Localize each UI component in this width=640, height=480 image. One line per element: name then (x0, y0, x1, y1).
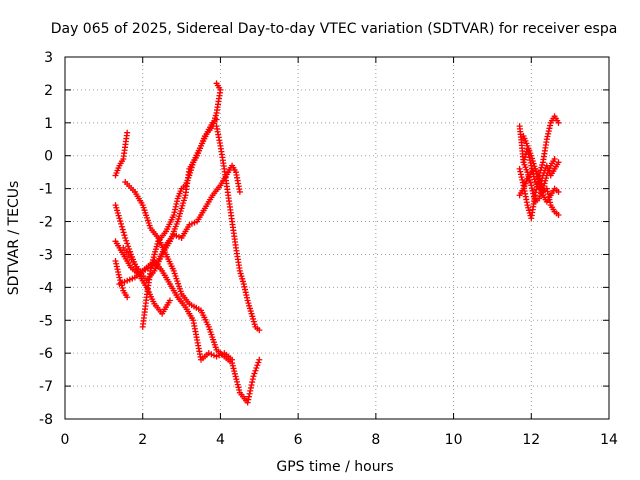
data-point-marker (122, 235, 129, 241)
data-point-marker (236, 188, 243, 195)
y-tick-label: 0 (44, 149, 53, 165)
data-series (120, 80, 224, 284)
data-series (112, 258, 131, 301)
data-point-marker (253, 364, 260, 371)
data-point-marker (254, 362, 261, 369)
data-point-marker (124, 294, 131, 301)
data-point-marker (232, 373, 239, 380)
y-tick-label: -3 (39, 247, 53, 263)
y-tick-label: 1 (44, 116, 53, 132)
data-point-marker (117, 218, 124, 225)
data-point-marker (555, 119, 562, 126)
y-axis-label: SDTVAR / TECUs (6, 181, 22, 296)
data-series (520, 146, 562, 192)
data-point-marker (250, 373, 257, 380)
data-point-marker (124, 240, 131, 247)
data-point-marker (120, 229, 127, 236)
data-point-marker (118, 220, 125, 227)
data-point-marker (213, 80, 220, 87)
data-point-marker (251, 370, 258, 377)
data-point-marker (234, 378, 241, 385)
data-point-marker (230, 365, 237, 372)
x-tick-label: 12 (522, 432, 540, 448)
data-point-marker (126, 245, 133, 252)
data-series (112, 202, 173, 317)
x-tick-label: 10 (445, 432, 463, 448)
x-axis-label: GPS time / hours (276, 459, 393, 475)
x-tick-label: 0 (61, 432, 70, 448)
data-point-marker (252, 367, 259, 374)
data-series (516, 165, 562, 218)
y-tick-label: -8 (39, 412, 53, 428)
data-point-marker (555, 159, 562, 166)
y-tick-label: 2 (44, 83, 53, 99)
data-point-marker (235, 384, 242, 391)
y-tick-label: -2 (39, 215, 53, 231)
data-point-marker (229, 356, 236, 363)
data-point-marker (124, 129, 131, 136)
data-points (112, 80, 562, 406)
y-tick-label: 3 (44, 50, 53, 66)
data-point-marker (231, 368, 238, 375)
data-point-marker (555, 211, 562, 218)
y-tick-label: -7 (39, 379, 53, 395)
data-point-marker (234, 381, 241, 388)
data-series (122, 179, 263, 406)
y-tick-label: -1 (39, 182, 53, 198)
x-tick-label: 14 (600, 432, 618, 448)
data-point-marker (166, 297, 173, 304)
data-point-marker (119, 226, 126, 233)
data-point-marker (255, 359, 262, 366)
plot-frame (64, 56, 610, 420)
data-series (112, 129, 131, 179)
y-tick-label: -4 (39, 280, 53, 296)
data-point-marker (256, 327, 263, 334)
x-tick-label: 2 (138, 432, 147, 448)
data-series (213, 123, 263, 334)
data-point-marker (551, 156, 558, 163)
y-tick-label: -5 (39, 313, 53, 329)
data-point-marker (236, 386, 243, 393)
data-point-marker (233, 376, 240, 383)
data-point-marker (231, 370, 238, 377)
x-tick-label: 4 (216, 432, 225, 448)
data-point-marker (125, 243, 132, 250)
y-tick-label: -6 (39, 346, 53, 362)
data-point-marker (123, 237, 130, 244)
x-tick-label: 6 (294, 432, 303, 448)
data-point-marker (555, 188, 562, 195)
grid-lines (65, 57, 609, 419)
x-tick-label: 8 (371, 432, 380, 448)
data-point-marker (229, 362, 236, 369)
data-point-marker (127, 248, 134, 255)
data-point-marker (121, 232, 128, 239)
data-point-marker (116, 215, 123, 222)
chart-title: Day 065 of 2025, Sidereal Day-to-day VTE… (51, 21, 618, 37)
data-point-marker (256, 356, 263, 363)
data-point-marker (118, 223, 125, 230)
